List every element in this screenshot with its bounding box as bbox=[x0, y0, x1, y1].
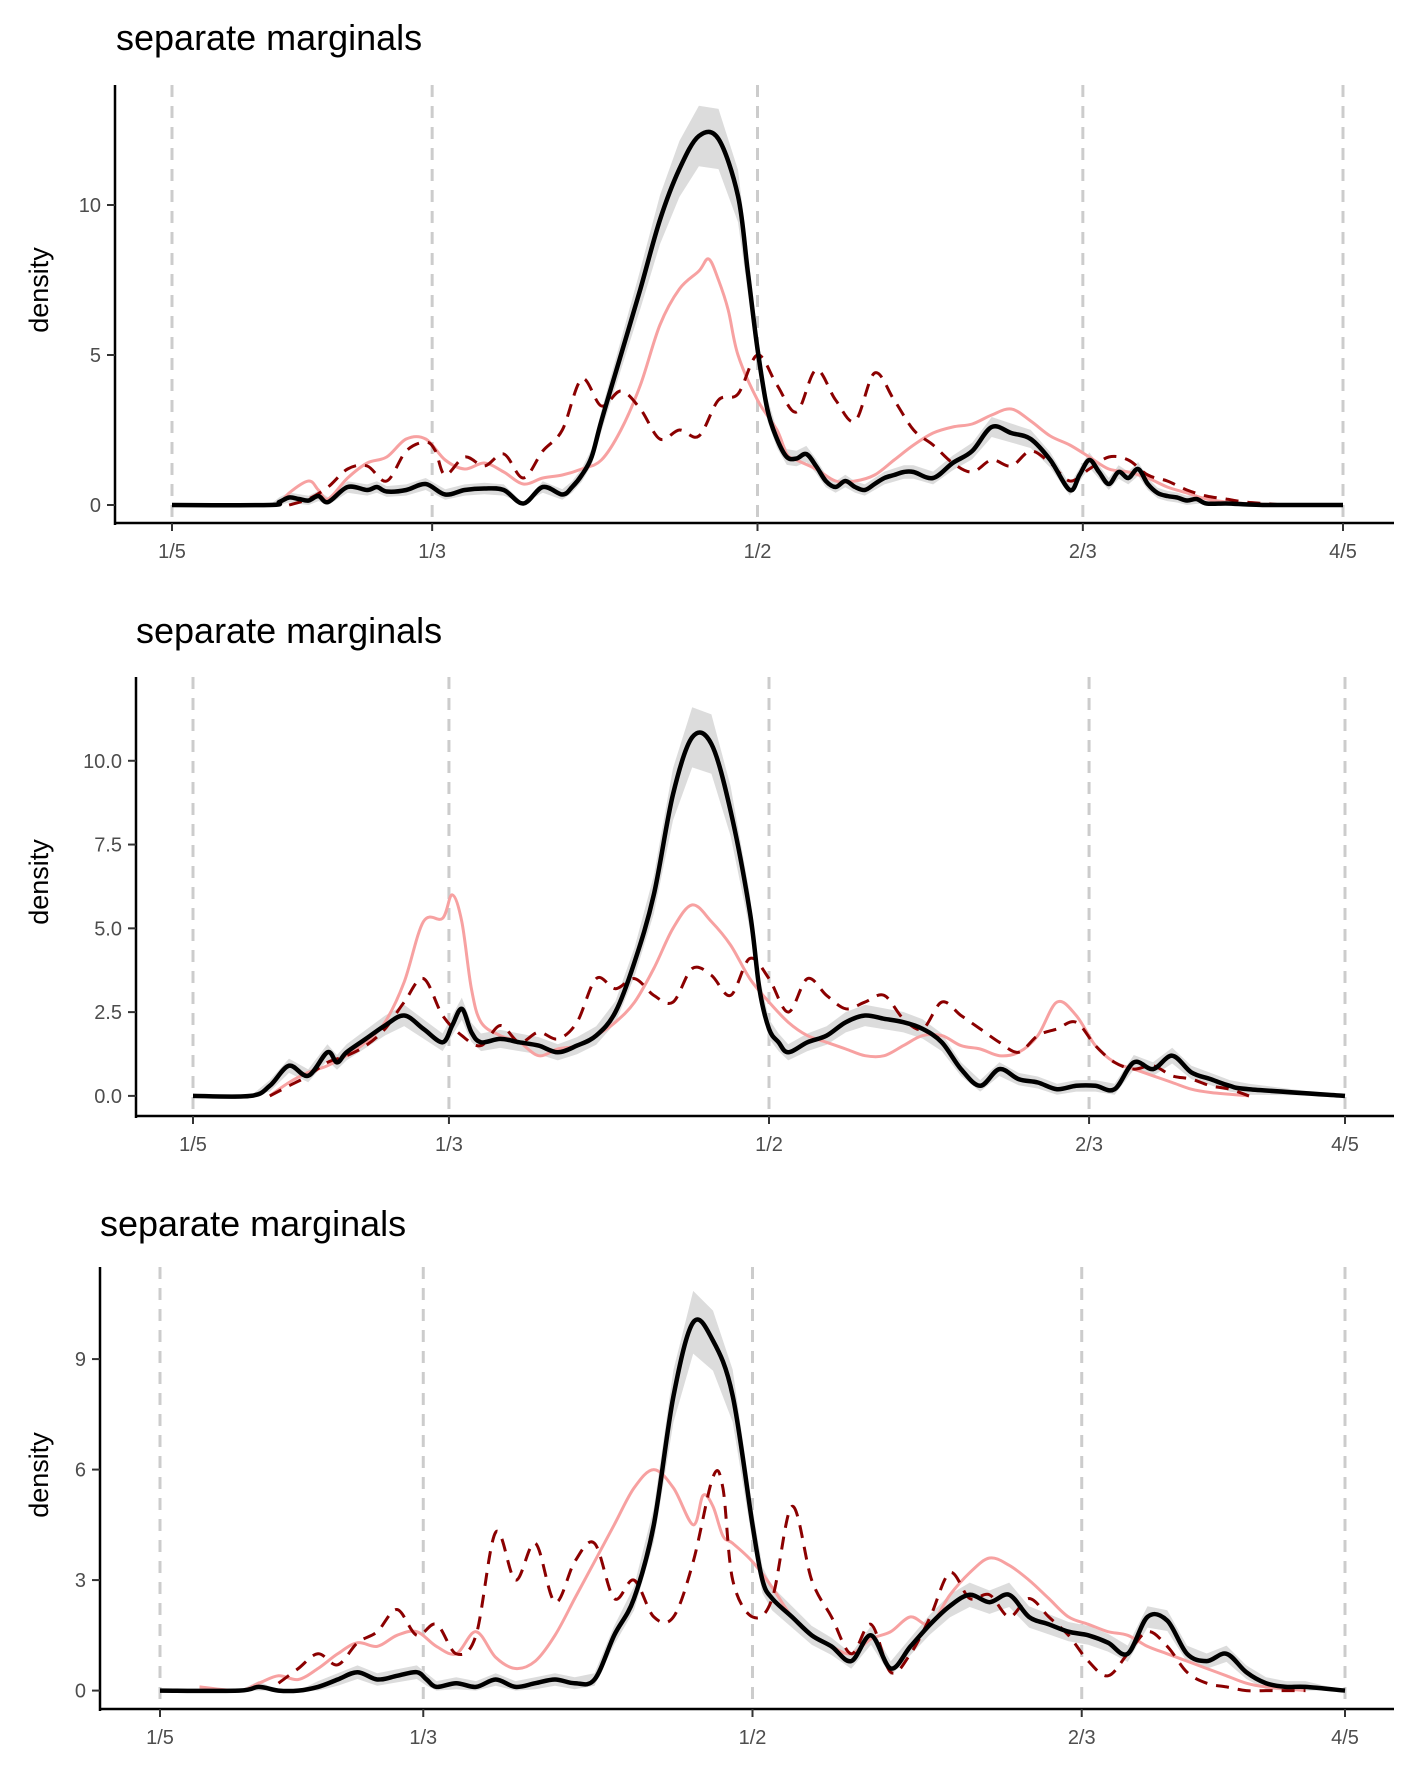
x-tick-label: 1/5 bbox=[158, 541, 186, 563]
series-line-solid bbox=[268, 893, 1250, 1098]
x-tick-label: 4/5 bbox=[1331, 1727, 1359, 1749]
y-tick-label: 7.5 bbox=[94, 835, 122, 857]
chart-title: separate marginals bbox=[116, 17, 422, 58]
y-tick-label: 10.0 bbox=[83, 751, 122, 773]
y-tick-label: 2.5 bbox=[94, 1002, 122, 1024]
y-tick-label: 0.0 bbox=[94, 1086, 122, 1108]
chart-panel-2: separate marginals density 0.0 2.5 5.0 7.5 1… bbox=[24, 610, 1394, 1156]
y-tick-label: 0 bbox=[90, 495, 101, 517]
series-layer bbox=[159, 1290, 1346, 1694]
x-tick-label: 1/3 bbox=[418, 541, 446, 563]
x-tick-label: 4/5 bbox=[1331, 1134, 1359, 1156]
series-line-dashed bbox=[277, 1469, 1306, 1693]
y-tick-label: 5.0 bbox=[94, 918, 122, 940]
series-layer bbox=[192, 707, 1346, 1099]
y-tick-label: 3 bbox=[75, 1570, 86, 1592]
x-tick-label: 2/3 bbox=[1069, 541, 1097, 563]
x-tick-label: 1/2 bbox=[755, 1134, 783, 1156]
series-line-overall bbox=[159, 1317, 1346, 1694]
series-line-solid bbox=[278, 257, 1285, 507]
y-ticks: 0.0 2.5 5.0 7.5 10.0 bbox=[83, 751, 136, 1108]
x-tick-label: 1/2 bbox=[744, 541, 772, 563]
y-tick-label: 6 bbox=[75, 1460, 86, 1482]
y-axis-label: density bbox=[24, 1432, 54, 1518]
x-ticks: 1/5 1/3 1/2 2/3 4/5 bbox=[179, 1116, 1359, 1156]
x-ticks: 1/5 1/3 1/2 2/3 4/5 bbox=[146, 1709, 1359, 1749]
x-tick-label: 2/3 bbox=[1068, 1727, 1096, 1749]
y-axis-label: density bbox=[24, 839, 54, 925]
series-line-overall bbox=[192, 730, 1346, 1099]
x-tick-label: 1/5 bbox=[179, 1134, 207, 1156]
y-ticks: 0 5 10 bbox=[79, 195, 115, 517]
x-tick-label: 1/2 bbox=[739, 1727, 767, 1749]
y-tick-label: 0 bbox=[75, 1681, 86, 1703]
reference-lines bbox=[170, 85, 1345, 523]
series-line-dashed bbox=[269, 956, 1250, 1098]
y-ticks: 0 3 6 9 bbox=[75, 1349, 100, 1703]
x-tick-label: 1/3 bbox=[409, 1727, 437, 1749]
y-tick-label: 9 bbox=[75, 1349, 86, 1371]
series-layer bbox=[171, 105, 1343, 508]
y-tick-label: 10 bbox=[79, 195, 101, 217]
series-line-overall bbox=[171, 129, 1343, 508]
series-line-dashed bbox=[288, 353, 1285, 507]
x-tick-label: 1/3 bbox=[435, 1134, 463, 1156]
chart-title: separate marginals bbox=[136, 610, 442, 651]
chart-title: separate marginals bbox=[100, 1203, 406, 1244]
series-line-solid bbox=[199, 1468, 1306, 1693]
x-ticks: 1/5 1/3 1/2 2/3 4/5 bbox=[158, 523, 1357, 563]
reference-lines bbox=[191, 677, 1347, 1116]
x-tick-label: 4/5 bbox=[1329, 541, 1357, 563]
reference-lines bbox=[158, 1267, 1347, 1709]
x-tick-label: 2/3 bbox=[1075, 1134, 1103, 1156]
y-tick-label: 5 bbox=[90, 345, 101, 367]
confidence-band bbox=[160, 1290, 1345, 1691]
y-axis-label: density bbox=[24, 247, 54, 333]
x-tick-label: 1/5 bbox=[146, 1727, 174, 1749]
